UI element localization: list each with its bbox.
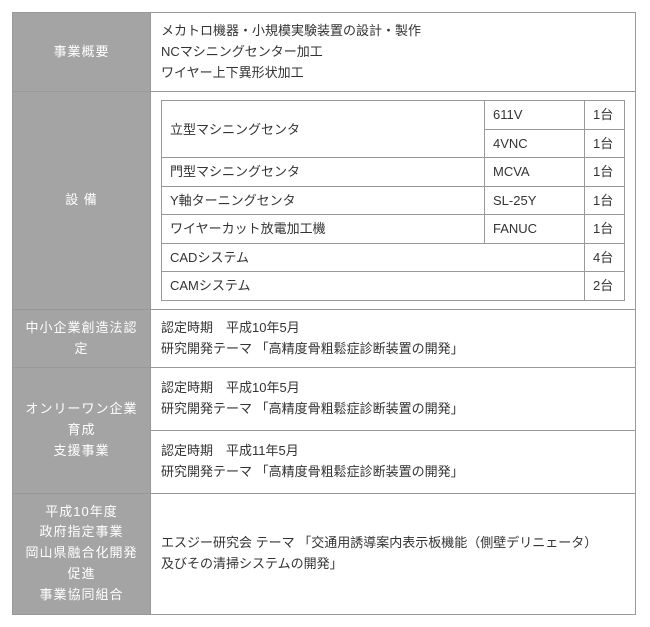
equip-name: Y軸ターニングセンタ <box>162 186 485 215</box>
equip-qty: 1台 <box>585 158 625 187</box>
company-info-table: 事業概要 メカトロ機器・小規模実験装置の設計・製作 NCマシニングセンター加工 … <box>12 12 636 615</box>
row-label-equipment: 設 備 <box>13 92 151 310</box>
equip-qty: 2台 <box>585 272 625 301</box>
onlyone-line: 研究開発テーマ 「高精度骨粗鬆症診断装置の開発」 <box>161 462 625 483</box>
equip-qty: 1台 <box>585 129 625 158</box>
onlyone-line: 研究開発テーマ 「高精度骨粗鬆症診断装置の開発」 <box>161 399 625 420</box>
equip-model: SL-25Y <box>485 186 585 215</box>
equip-qty: 1台 <box>585 215 625 244</box>
equip-name: CADシステム <box>162 243 585 272</box>
equip-qty: 4台 <box>585 243 625 272</box>
onlyone-line: 認定時期 平成11年5月 <box>161 441 625 462</box>
equip-model: MCVA <box>485 158 585 187</box>
overview-line: メカトロ機器・小規模実験装置の設計・製作 <box>161 21 625 42</box>
row-content-onlyone-2: 認定時期 平成11年5月 研究開発テーマ 「高精度骨粗鬆症診断装置の開発」 <box>151 431 636 494</box>
onlyone-line: 認定時期 平成10年5月 <box>161 378 625 399</box>
h10-line: 及びその清掃システムの開発」 <box>161 554 625 575</box>
cert-line: 研究開発テーマ 「高精度骨粗鬆症診断装置の開発」 <box>161 339 625 360</box>
row-label-overview: 事業概要 <box>13 13 151 92</box>
overview-line: NCマシニングセンター加工 <box>161 42 625 63</box>
equip-model: 4VNC <box>485 129 585 158</box>
equip-name: 門型マシニングセンタ <box>162 158 485 187</box>
equip-model: FANUC <box>485 215 585 244</box>
equip-qty: 1台 <box>585 186 625 215</box>
row-label-cert: 中小企業創造法認定 <box>13 309 151 368</box>
equipment-table: 立型マシニングセンタ 611V 1台 4VNC 1台 門型マシニングセンタ MC… <box>161 100 625 301</box>
overview-line: ワイヤー上下異形状加工 <box>161 63 625 84</box>
row-content-cert: 認定時期 平成10年5月 研究開発テーマ 「高精度骨粗鬆症診断装置の開発」 <box>151 309 636 368</box>
row-content-equipment: 立型マシニングセンタ 611V 1台 4VNC 1台 門型マシニングセンタ MC… <box>151 92 636 310</box>
h10-line: エスジー研究会 テーマ 「交通用誘導案内表示板機能（側壁デリニェータ） <box>161 533 625 554</box>
equip-name: CAMシステム <box>162 272 585 301</box>
equip-qty: 1台 <box>585 101 625 130</box>
equip-name: ワイヤーカット放電加工機 <box>162 215 485 244</box>
equip-model: 611V <box>485 101 585 130</box>
row-content-overview: メカトロ機器・小規模実験装置の設計・製作 NCマシニングセンター加工 ワイヤー上… <box>151 13 636 92</box>
row-label-onlyone: オンリーワン企業育成 支援事業 <box>13 368 151 493</box>
equip-name: 立型マシニングセンタ <box>162 101 485 158</box>
row-content-onlyone-1: 認定時期 平成10年5月 研究開発テーマ 「高精度骨粗鬆症診断装置の開発」 <box>151 368 636 431</box>
cert-line: 認定時期 平成10年5月 <box>161 318 625 339</box>
